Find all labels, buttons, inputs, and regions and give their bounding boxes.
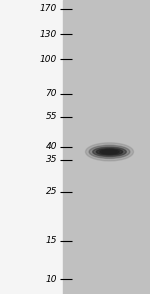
Ellipse shape (100, 150, 119, 154)
Ellipse shape (89, 145, 130, 158)
Text: 55: 55 (45, 112, 57, 121)
Text: 130: 130 (40, 30, 57, 39)
Text: 170: 170 (40, 4, 57, 13)
Text: 10: 10 (45, 275, 57, 284)
Text: 25: 25 (45, 187, 57, 196)
Text: 15: 15 (45, 236, 57, 245)
Text: 40: 40 (45, 143, 57, 151)
Ellipse shape (103, 150, 116, 153)
Ellipse shape (93, 147, 126, 157)
Bar (0, 0, 63, 294)
Text: 35: 35 (45, 155, 57, 164)
Ellipse shape (85, 143, 134, 161)
Bar (63, 0, 150, 294)
Text: 100: 100 (40, 55, 57, 64)
Ellipse shape (96, 148, 123, 155)
Text: 70: 70 (45, 89, 57, 98)
